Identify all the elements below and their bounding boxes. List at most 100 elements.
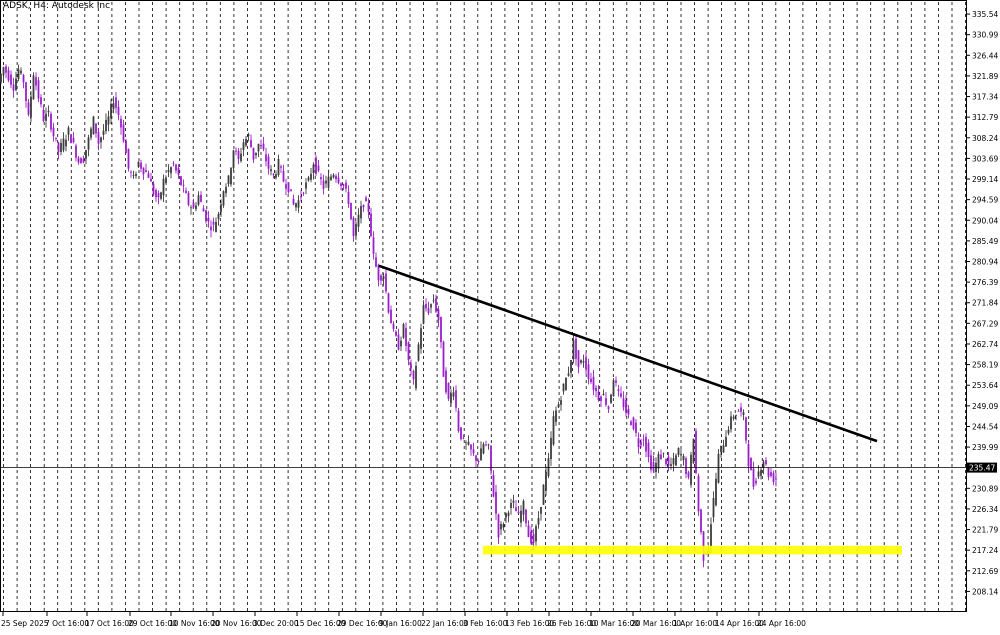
y-tick-label: 239.99 — [972, 443, 998, 452]
candle-body — [22, 74, 25, 83]
candle-body — [762, 461, 765, 468]
candle-body — [362, 205, 365, 208]
candle-body — [365, 197, 367, 202]
x-tick-label: 29 Dec 16:00 — [337, 619, 388, 628]
candle-body — [132, 175, 135, 176]
candle-body — [380, 275, 382, 281]
candle-body — [32, 75, 35, 100]
candle-body — [47, 110, 50, 113]
candle-body — [280, 166, 282, 168]
candle-body — [525, 509, 527, 524]
candle-body — [432, 300, 435, 302]
y-tick-label: 303.69 — [972, 154, 998, 163]
candle-body — [237, 150, 240, 159]
x-tick-label: 14 Apr 16:00 — [715, 619, 764, 628]
candle-body — [617, 389, 620, 391]
candle-body — [322, 180, 325, 189]
candle-body — [640, 442, 642, 446]
y-tick-label: 317.34 — [972, 93, 998, 102]
y-tick-label: 276.39 — [972, 278, 998, 287]
candle-body — [142, 167, 145, 175]
candle-body — [67, 127, 70, 135]
candle-body — [740, 407, 742, 412]
candle-body — [397, 334, 400, 350]
candle-body — [337, 177, 340, 184]
candle-body — [175, 164, 177, 171]
candle-body — [252, 147, 255, 160]
candle-body — [732, 417, 735, 419]
candle-body — [752, 468, 755, 487]
candle-body — [592, 376, 595, 390]
candle-body — [730, 416, 732, 430]
candle-body — [7, 70, 10, 81]
candle-body — [160, 192, 162, 199]
candle-body — [85, 149, 87, 159]
candle-body — [672, 458, 675, 465]
y-tick-label: 226.34 — [972, 505, 998, 514]
candle-body — [147, 173, 150, 178]
candle-body — [190, 207, 192, 209]
candle-body — [505, 513, 507, 518]
candle-body — [102, 130, 105, 135]
candle-body — [355, 223, 357, 236]
candle-body — [630, 421, 632, 426]
candle-body — [17, 69, 20, 79]
candle-body — [400, 340, 402, 347]
candle-body — [445, 370, 447, 393]
candle-body — [72, 138, 75, 143]
candle-body — [360, 206, 362, 219]
candle-body — [202, 208, 205, 212]
candle-body — [297, 200, 300, 208]
y-tick-label: 262.74 — [972, 340, 998, 349]
candle-body — [185, 190, 187, 193]
candle-body — [345, 182, 347, 189]
candle-body — [317, 165, 320, 171]
plot-frame — [0, 0, 967, 612]
candle-body — [152, 183, 155, 195]
candle-body — [150, 178, 152, 182]
candle-body — [532, 533, 535, 544]
candle-body — [227, 175, 230, 185]
candle-body — [247, 134, 250, 137]
candle-body — [517, 511, 520, 514]
candle-body — [257, 143, 260, 152]
candle-body — [515, 507, 517, 512]
candle-body — [127, 148, 130, 169]
chart-title: ADSK, H4: Autodesk Inc — [3, 1, 111, 11]
candle-body — [770, 472, 772, 476]
candle-body — [77, 157, 80, 163]
candle-body — [320, 177, 322, 180]
candle-body — [215, 221, 217, 232]
candle-body — [87, 137, 90, 150]
candle-body — [537, 518, 540, 525]
candle-body — [415, 365, 417, 389]
candle-body — [245, 138, 247, 146]
y-tick-label: 221.79 — [972, 526, 998, 535]
candle-body — [37, 80, 40, 99]
candle-body — [635, 422, 637, 433]
candle-body — [385, 273, 387, 292]
candle-body — [172, 163, 175, 165]
candle-body — [565, 377, 567, 391]
candle-body — [92, 116, 95, 135]
candle-body — [232, 150, 235, 169]
y-tick-label: 326.44 — [972, 51, 998, 60]
candle-body — [105, 119, 107, 132]
candle-body — [330, 176, 332, 180]
candle-body — [485, 444, 487, 446]
candle-body — [757, 471, 760, 477]
current-price-badge — [967, 462, 997, 473]
candle-body — [747, 444, 750, 467]
candle-body — [490, 445, 492, 471]
candle-body — [712, 498, 715, 518]
candle-body — [677, 448, 680, 455]
y-tick-label: 299.14 — [972, 175, 998, 184]
candle-body — [772, 473, 775, 482]
candle-body — [717, 453, 720, 483]
candle-body — [442, 341, 445, 377]
candle-body — [260, 145, 262, 147]
candle-body — [627, 408, 630, 415]
candle-body — [5, 66, 7, 73]
